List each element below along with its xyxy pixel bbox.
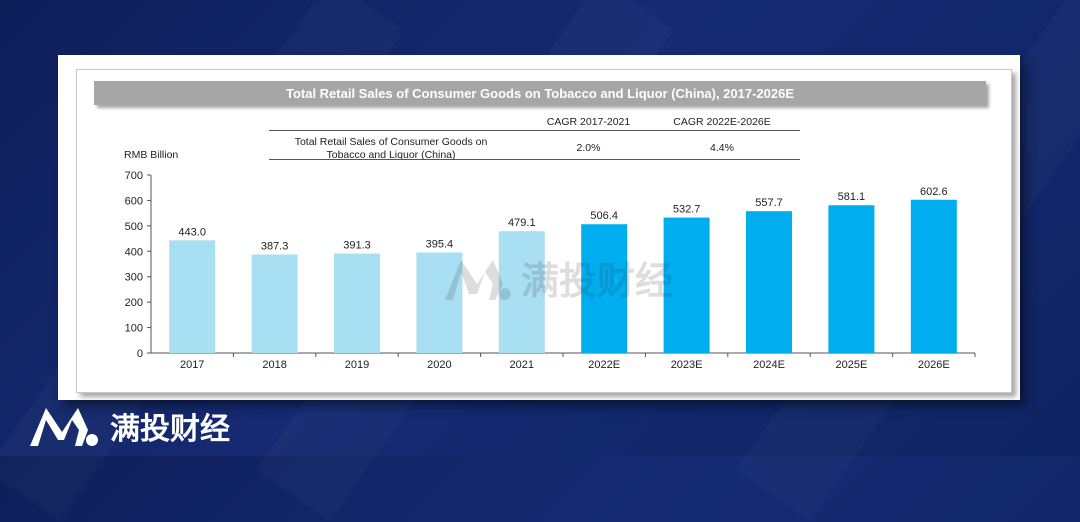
y-tick-label: 0 xyxy=(137,348,143,360)
bar-2022E xyxy=(581,224,628,353)
x-tick-label-2017: 2017 xyxy=(180,359,204,371)
data-label-2023E: 532.7 xyxy=(673,204,701,216)
bar-2026E xyxy=(910,199,957,353)
chart-title: Total Retail Sales of Consumer Goods on … xyxy=(94,81,986,105)
cagr-row-label-line1: Total Retail Sales of Consumer Goods on xyxy=(294,136,488,148)
y-tick-label: 200 xyxy=(125,297,143,309)
cagr-value-2: 4.4% xyxy=(710,142,734,154)
data-label-2018: 387.3 xyxy=(261,241,289,253)
x-tick-label-2020: 2020 xyxy=(427,359,451,371)
brand-name: 满投财经 xyxy=(110,412,230,447)
y-tick-label: 300 xyxy=(125,272,143,284)
data-label-2021: 479.1 xyxy=(508,217,536,229)
x-tick-label-2023E: 2023E xyxy=(671,359,703,371)
chart-card: 0 100 200 300 400 500 600 700 443.0 2017 387.3 2018… xyxy=(58,55,1020,400)
bar-2024E xyxy=(746,211,792,353)
data-label-2019: 391.3 xyxy=(343,239,371,251)
bar-2019 xyxy=(334,253,380,353)
x-tick-label-2018: 2018 xyxy=(262,359,286,371)
brand-logo-icon xyxy=(30,408,98,446)
cagr-bottom-rule xyxy=(269,159,800,160)
chart-frame: 0 100 200 300 400 500 600 700 443.0 2017 387.3 2018… xyxy=(76,69,1012,393)
data-label-2022E: 506.4 xyxy=(590,210,618,222)
bar-2020 xyxy=(416,252,463,353)
cagr-header-1: CAGR 2017-2021 xyxy=(546,116,631,128)
cagr-header-2: CAGR 2022E-2026E xyxy=(673,116,771,128)
cagr-value-1: 2.0% xyxy=(576,142,601,154)
y-tick-label: 600 xyxy=(125,195,143,207)
x-tick-label-2021: 2021 xyxy=(510,359,534,371)
x-tick-label-2022E: 2022E xyxy=(588,359,620,371)
data-label-2026E: 602.6 xyxy=(920,186,948,198)
bar-2017 xyxy=(169,240,216,353)
y-tick-label: 400 xyxy=(125,246,143,258)
cagr-top-rule xyxy=(269,130,800,131)
bar-2023E xyxy=(663,217,710,353)
y-tick-label: 100 xyxy=(125,323,143,335)
bar-2021 xyxy=(498,231,545,353)
data-label-2020: 395.4 xyxy=(426,238,454,250)
cagr-row-label-line2: Tobacco and Liquor (China) xyxy=(326,149,456,161)
x-tick-label-2025E: 2025E xyxy=(835,359,867,371)
bar-2025E xyxy=(828,205,875,353)
x-tick-label-2019: 2019 xyxy=(345,359,369,371)
bar-chart: 0 100 200 300 400 500 600 700 443.0 2017 387.3 2018… xyxy=(125,170,976,371)
data-label-2017: 443.0 xyxy=(178,226,206,238)
y-tick-label: 700 xyxy=(125,170,143,182)
chart-title-text: Total Retail Sales of Consumer Goods on … xyxy=(285,85,795,101)
y-tick-label: 500 xyxy=(125,221,143,233)
x-tick-label-2024E: 2024E xyxy=(753,359,785,371)
y-axis-unit-label: RMB Billion xyxy=(124,149,179,161)
brand-logo: 满投财经 xyxy=(28,404,230,448)
data-label-2025E: 581.1 xyxy=(838,191,866,203)
x-tick-label-2026E: 2026E xyxy=(918,359,950,371)
data-label-2024E: 557.7 xyxy=(755,197,783,209)
bar-2018 xyxy=(251,254,298,353)
